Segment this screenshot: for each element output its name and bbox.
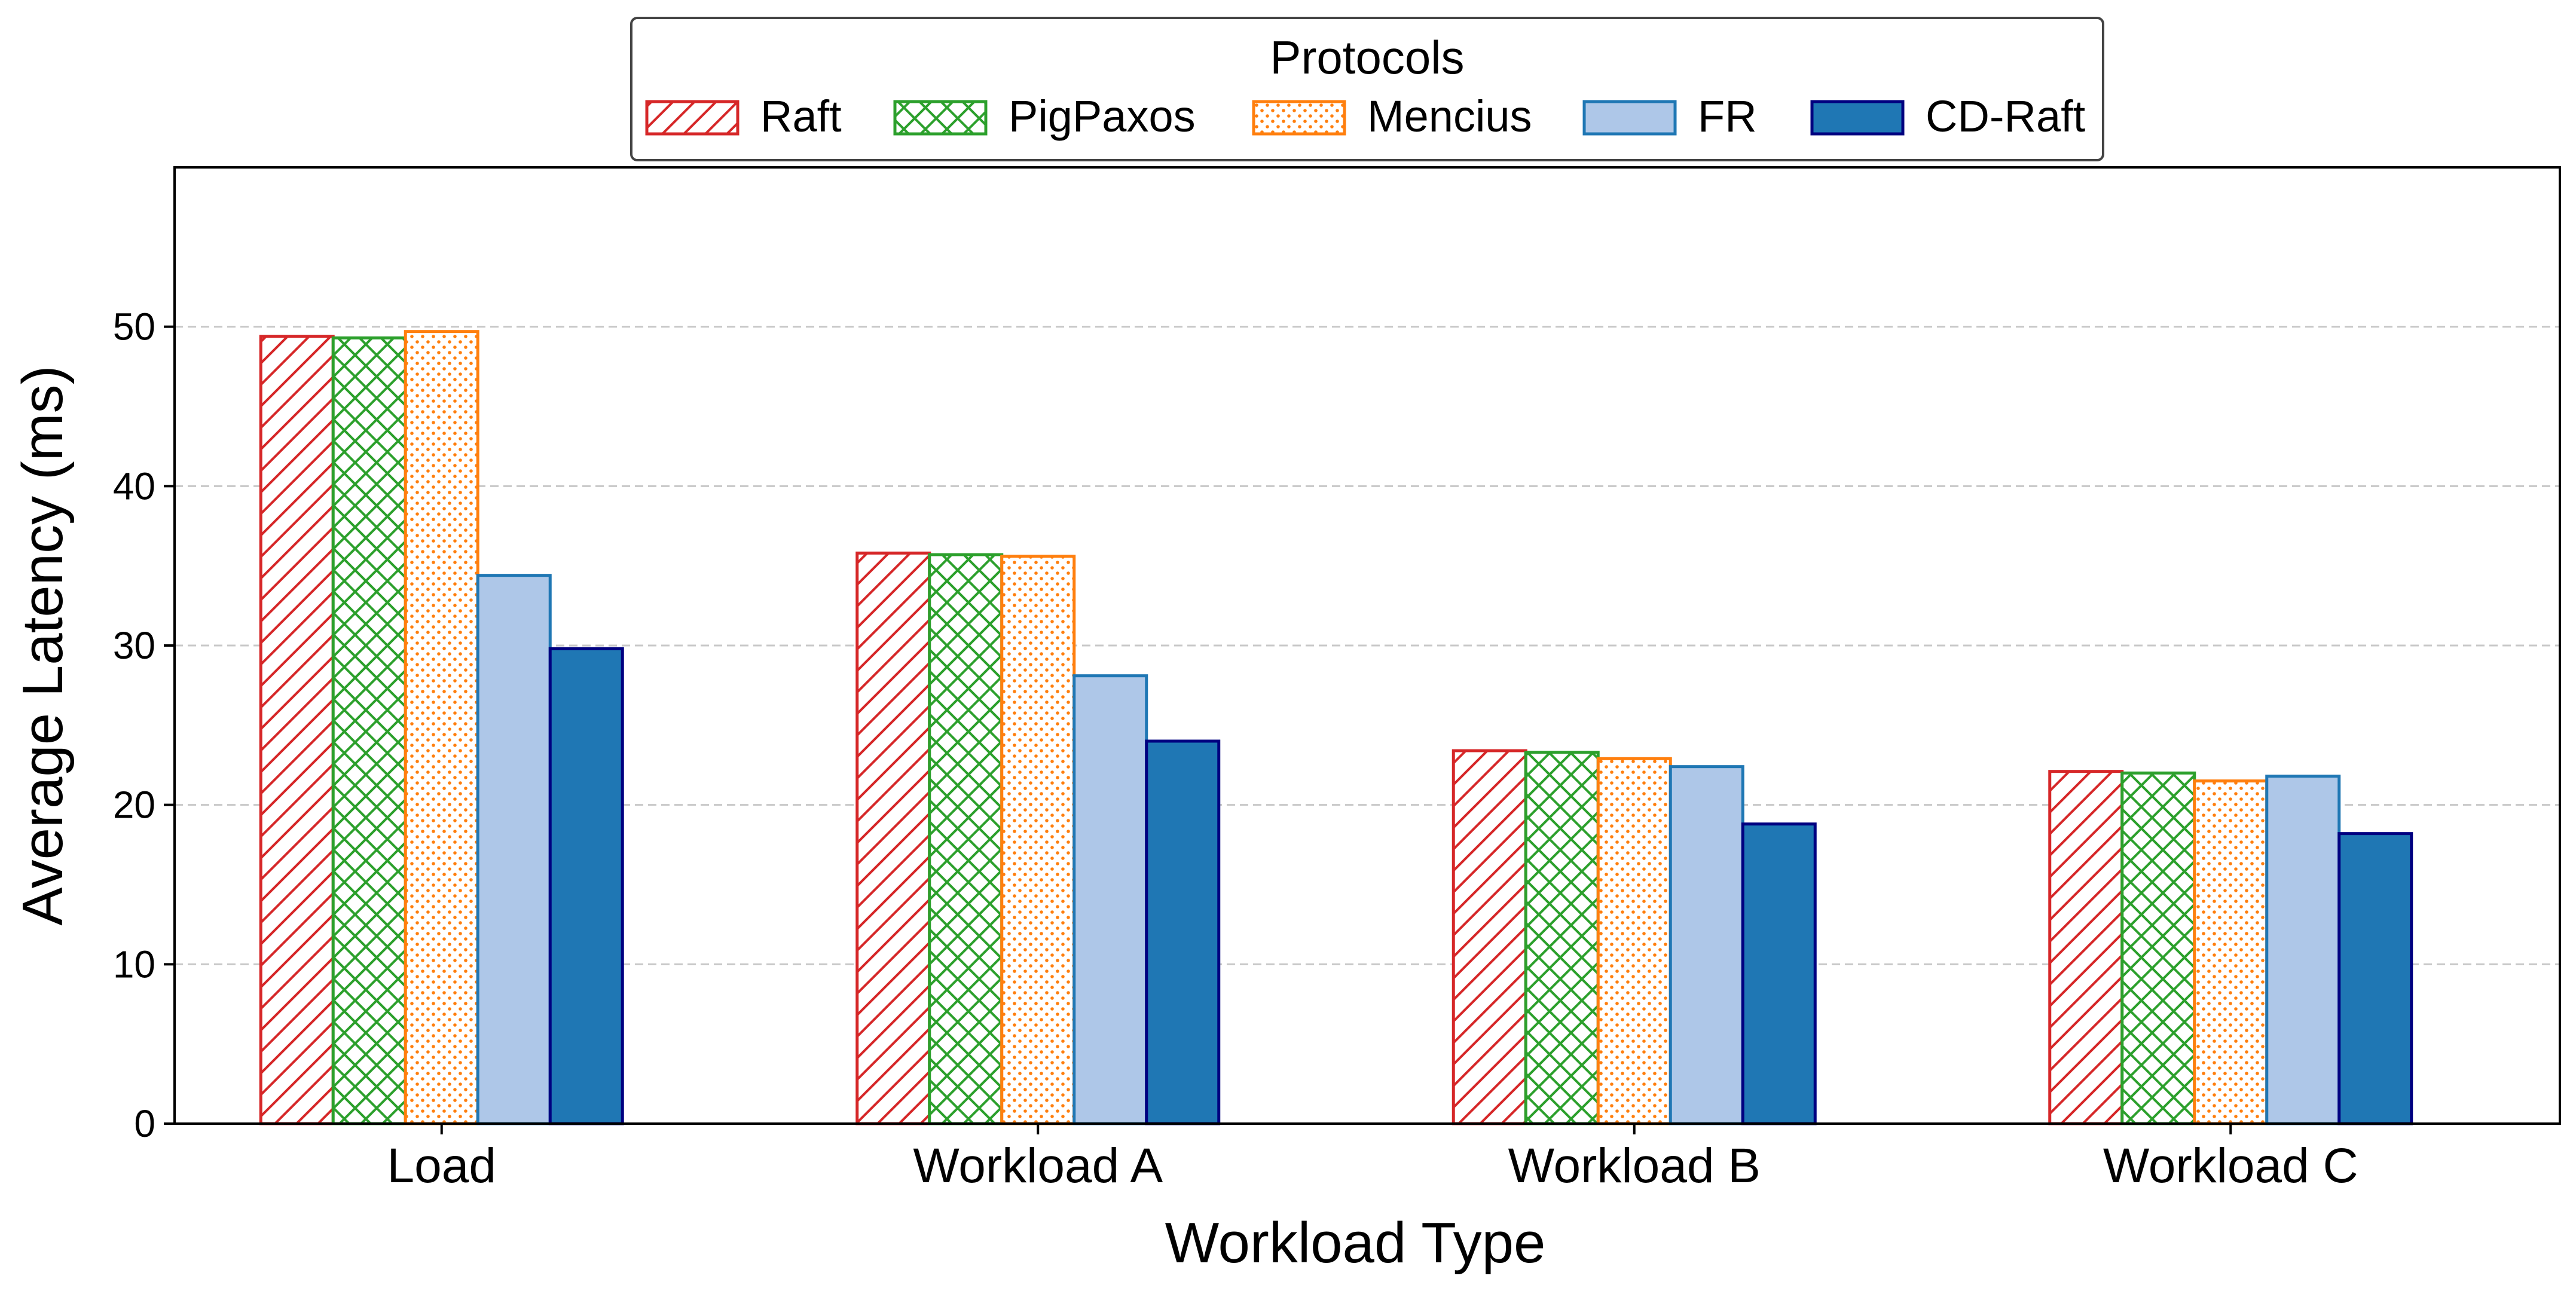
bar-pigpaxos-workload-b <box>1524 751 1600 1125</box>
bar-mencius-workload-c <box>2193 779 2269 1125</box>
legend-swatch-mencius <box>1252 100 1346 136</box>
x-tick-label-workload-b: Workload B <box>1508 1139 1761 1193</box>
bar-cd-raft-load <box>548 647 624 1125</box>
legend: Protocols Raft PigPaxos Mencius FR CD-Raft <box>630 17 2104 161</box>
bars <box>259 330 2413 1125</box>
bar-fr-workload-b <box>1669 765 1744 1125</box>
y-tick-label-50: 50 <box>113 305 155 348</box>
bar-pigpaxos-workload-c <box>2120 771 2196 1125</box>
y-tick-label-40: 40 <box>113 464 155 507</box>
legend-box <box>630 17 2104 161</box>
legend-label-pigpaxos: PigPaxos <box>1009 91 1196 141</box>
legend-label-fr: FR <box>1698 91 1757 141</box>
bar-fr-load <box>476 574 552 1125</box>
bar-fr-workload-c <box>2265 775 2341 1125</box>
y-tick-label-10: 10 <box>113 943 155 986</box>
x-axis-ticks: Load Workload A Workload B Workload C <box>387 1124 2358 1193</box>
bar-fr-workload-a <box>1072 674 1148 1125</box>
legend-label-raft: Raft <box>760 91 842 141</box>
bar-cd-raft-workload-b <box>1741 822 1817 1125</box>
legend-label-mencius: Mencius <box>1367 91 1532 141</box>
x-tick-label-workload-a: Workload A <box>913 1139 1163 1193</box>
y-tick-label-30: 30 <box>113 624 155 667</box>
legend-swatch-pigpaxos <box>893 100 988 136</box>
bar-pigpaxos-workload-a <box>928 553 1004 1125</box>
bar-raft-load <box>259 335 335 1125</box>
legend-title: Protocols <box>1270 31 1464 84</box>
legend-swatch-fr <box>1582 100 1677 136</box>
x-tick-label-workload-c: Workload C <box>2103 1139 2358 1193</box>
y-axis-ticks: 0 10 20 30 40 50 <box>113 305 175 1145</box>
bar-mencius-workload-b <box>1596 757 1672 1125</box>
y-tick-label-0: 0 <box>134 1102 155 1145</box>
legend-swatch-cd-raft <box>1810 100 1905 136</box>
bar-mencius-load <box>404 330 479 1125</box>
x-tick-label-load: Load <box>387 1139 496 1193</box>
x-axis-title: Workload Type <box>1165 1211 1546 1275</box>
bar-raft-workload-c <box>2048 770 2124 1125</box>
y-axis-title: Average Latency (ms) <box>11 365 75 925</box>
bar-mencius-workload-a <box>1000 555 1076 1125</box>
legend-label-cd-raft: CD-Raft <box>1926 91 2086 141</box>
bar-pigpaxos-load <box>331 336 407 1125</box>
bar-raft-workload-b <box>1452 749 1527 1125</box>
y-tick-label-20: 20 <box>113 784 155 827</box>
bar-raft-workload-a <box>855 551 931 1125</box>
legend-swatch-raft <box>645 100 740 136</box>
bar-cd-raft-workload-a <box>1145 739 1221 1125</box>
bar-cd-raft-workload-c <box>2337 832 2413 1125</box>
